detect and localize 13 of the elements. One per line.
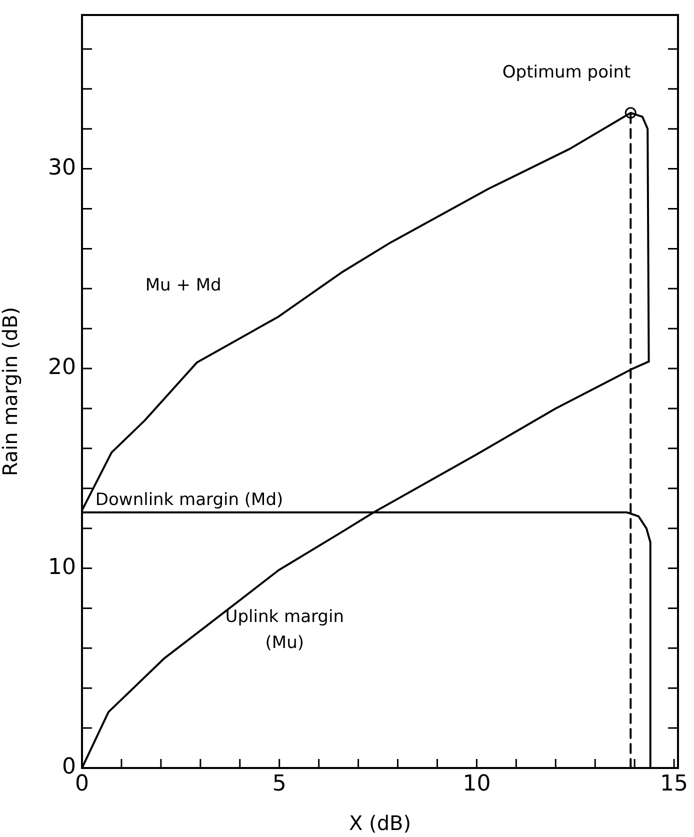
text: Mu + Md — [145, 276, 222, 296]
series-label: Downlink margin (Md) — [95, 490, 284, 510]
y-tick-label: 10 — [48, 554, 76, 580]
x-axis-title: X (dB) — [348, 811, 412, 836]
y-tick-label: 0 — [62, 754, 76, 780]
annotation: Optimum point — [502, 62, 631, 82]
series-label: Uplink margin (Mu) — [225, 606, 344, 653]
y-tick-label: 20 — [48, 355, 76, 380]
y-tick-label: 30 — [48, 156, 76, 181]
y-axis-title: Rain margin (dB) — [0, 306, 22, 476]
x-tick-label: 5 — [272, 772, 286, 797]
x-tick-label: 15 — [660, 772, 688, 797]
x-tick-label: 10 — [462, 772, 491, 797]
